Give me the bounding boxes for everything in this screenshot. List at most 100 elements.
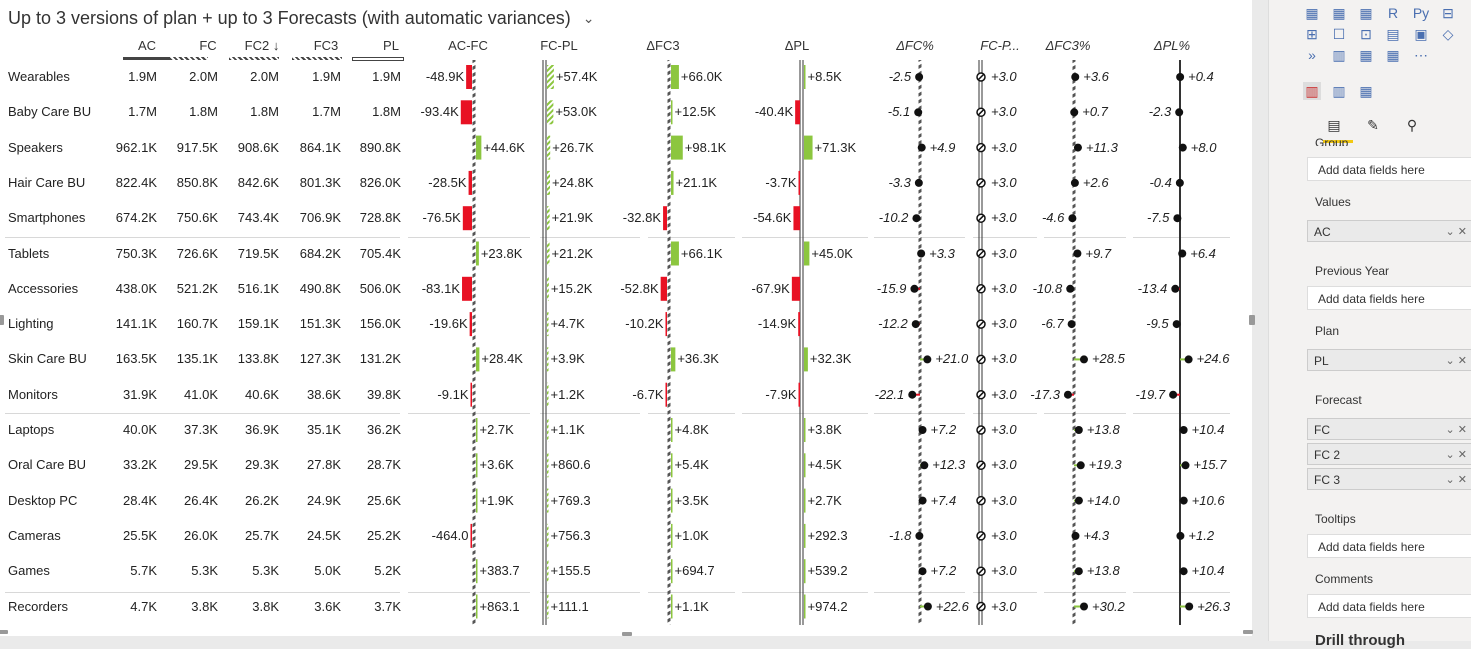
field-menu-icon[interactable]: ⌄ ✕ (1445, 449, 1468, 461)
qa-icon[interactable]: ☐ (1332, 26, 1346, 42)
visual-container[interactable]: Up to 3 versions of plan + up to 3 Forec… (0, 0, 1255, 636)
more-visuals-icon[interactable]: ⋯ (1414, 47, 1428, 63)
row-label[interactable]: Wearables (8, 69, 70, 84)
python-visual-icon[interactable]: Py (1412, 5, 1430, 21)
row-label[interactable]: Lighting (8, 316, 54, 331)
row-label[interactable]: Recorders (8, 599, 68, 614)
field-menu-icon[interactable]: ⌄ ✕ (1445, 424, 1468, 436)
key-influencers-icon[interactable]: ⊟ (1442, 5, 1454, 21)
d-pl-bar (798, 312, 800, 337)
cell-fc2: 25.7K (245, 528, 279, 543)
row-label[interactable]: Tablets (8, 246, 50, 261)
cell-fc2: 908.6K (237, 140, 279, 155)
field-menu-icon[interactable]: ⌄ ✕ (1445, 474, 1468, 486)
filter-icon[interactable]: ▦ (1305, 5, 1319, 21)
label-d-fc3: +3.5K (674, 493, 709, 508)
column-header-d_pl[interactable]: ΔPL (784, 38, 810, 53)
forecast-field-fc3[interactable]: FC 3 ⌄ ✕ (1307, 468, 1471, 490)
row-label[interactable]: Cameras (8, 528, 61, 543)
label-d-pl: +4.5K (807, 457, 842, 472)
fc-pl-bar (547, 170, 550, 195)
column-header-marker (352, 57, 404, 61)
row-label[interactable]: Speakers (8, 140, 63, 155)
row-label[interactable]: Games (8, 563, 50, 578)
forecast-field-fc[interactable]: FC ⌄ ✕ (1307, 418, 1471, 440)
group-well[interactable]: Add data fields here (1307, 157, 1471, 181)
row-label[interactable]: Oral Care BU (8, 457, 87, 472)
row-label[interactable]: Skin Care BU (8, 351, 87, 366)
label-d-fc3-pct: -4.6 (1041, 210, 1065, 225)
d-pl-pct-pin-head (1179, 496, 1188, 505)
field-menu-icon[interactable]: ⌄ ✕ (1445, 355, 1468, 367)
analytics-tab-icon[interactable]: ⚲ (1406, 117, 1418, 133)
table-icon[interactable]: ▦ (1332, 5, 1346, 21)
column-header-d_pl_pct[interactable]: ΔPL% (1153, 38, 1191, 53)
decomposition-tree-icon[interactable]: ⊞ (1306, 26, 1318, 42)
cell-pl: 25.2K (367, 528, 401, 543)
smart-narrative-icon[interactable]: ⊡ (1360, 26, 1372, 42)
cell-ac: 163.5K (115, 351, 157, 366)
resize-handle-bottom-left[interactable] (0, 630, 8, 634)
d-fc3-bar (671, 559, 673, 584)
column-header-fc3[interactable]: FC3 (313, 38, 339, 53)
power-apps-icon[interactable]: ▣ (1414, 26, 1428, 42)
values-field-ac[interactable]: AC ⌄ ✕ (1307, 220, 1471, 242)
row-label[interactable]: Monitors (8, 387, 58, 402)
column-header-d_fc_pct[interactable]: ΔFC% (896, 38, 934, 53)
resize-handle-bottom-right[interactable] (1243, 630, 1253, 634)
resize-handle-left[interactable] (0, 315, 4, 325)
cell-fc: 26.4K (184, 493, 218, 508)
d-fc-pct-axis (918, 60, 922, 625)
zebra-bi-charts-alt-icon[interactable]: ▥ (1332, 83, 1346, 99)
column-header-d_fc3_pct[interactable]: ΔFC3% (1045, 38, 1091, 53)
matrix-icon[interactable]: ▦ (1359, 5, 1373, 21)
column-header-d_fc3[interactable]: ΔFC3 (646, 38, 680, 53)
column-header-fc_p[interactable]: FC-P... (980, 38, 1020, 53)
field-menu-icon[interactable]: ⌄ ✕ (1445, 226, 1468, 238)
label-d-fc3: +66.0K (680, 69, 723, 84)
row-label[interactable]: Hair Care BU (8, 175, 86, 190)
label-d-pl: +71.3K (814, 140, 857, 155)
row-label[interactable]: Laptops (8, 422, 55, 437)
tooltips-well[interactable]: Add data fields here (1307, 534, 1471, 558)
zebra-bi-cards-alt-icon[interactable]: ▦ (1359, 83, 1373, 99)
zebra-bi-tables-icon[interactable]: ▦ (1386, 47, 1400, 63)
cell-pl: 131.2K (359, 351, 401, 366)
column-header-ac[interactable]: AC (137, 38, 157, 53)
forecast-field-fc2[interactable]: FC 2 ⌄ ✕ (1307, 443, 1471, 465)
cell-ac: 31.9K (123, 387, 157, 402)
comments-well[interactable]: Add data fields here (1307, 594, 1471, 618)
format-tab-icon[interactable]: ✎ (1367, 117, 1379, 133)
d-fc3-bar (663, 206, 667, 231)
label-ac-fc: -48.9K (425, 69, 465, 84)
column-header-pl[interactable]: PL (383, 38, 399, 53)
zebra-bi-tables-selected-icon[interactable]: ▥ (1303, 82, 1321, 100)
row-label[interactable]: Desktop PC (8, 493, 78, 508)
zebra-bi-cards-icon[interactable]: ▦ (1359, 47, 1373, 63)
plan-field-pl[interactable]: PL ⌄ ✕ (1307, 349, 1471, 371)
column-header-ac_fc[interactable]: AC-FC (448, 38, 488, 53)
power-automate-icon[interactable]: » (1308, 47, 1316, 63)
d-fc3-bar (671, 453, 673, 478)
resize-handle-bottom[interactable] (622, 632, 632, 636)
label-d-pl-pct: -0.4 (1149, 175, 1172, 190)
column-header-fc_pl[interactable]: FC-PL (540, 38, 578, 53)
column-header-fc2[interactable]: FC2 ↓ (244, 38, 280, 53)
fields-tab-icon[interactable]: ▤ (1327, 117, 1341, 133)
zebra-bi-charts-icon[interactable]: ▥ (1332, 47, 1346, 63)
row-label[interactable]: Baby Care BU (8, 104, 92, 119)
row-label[interactable]: Accessories (8, 281, 79, 296)
label-fc-pl: +15.2K (550, 281, 593, 296)
resize-handle-right[interactable] (1249, 315, 1255, 325)
chevron-down-icon[interactable]: ⌄ (582, 10, 595, 26)
paginated-report-icon[interactable]: ▤ (1386, 26, 1400, 42)
label-d-fc3: +12.5K (674, 104, 717, 119)
tooltips-label: Tooltips (1315, 512, 1356, 526)
shape-map-icon[interactable]: ◇ (1442, 26, 1454, 42)
cell-ac: 1.7M (128, 104, 157, 119)
cell-ac: 40.0K (123, 422, 157, 437)
row-label[interactable]: Smartphones (8, 210, 86, 225)
r-visual-icon[interactable]: R (1387, 5, 1399, 21)
previous-year-well[interactable]: Add data fields here (1307, 286, 1471, 310)
column-header-fc[interactable]: FC (199, 38, 217, 53)
